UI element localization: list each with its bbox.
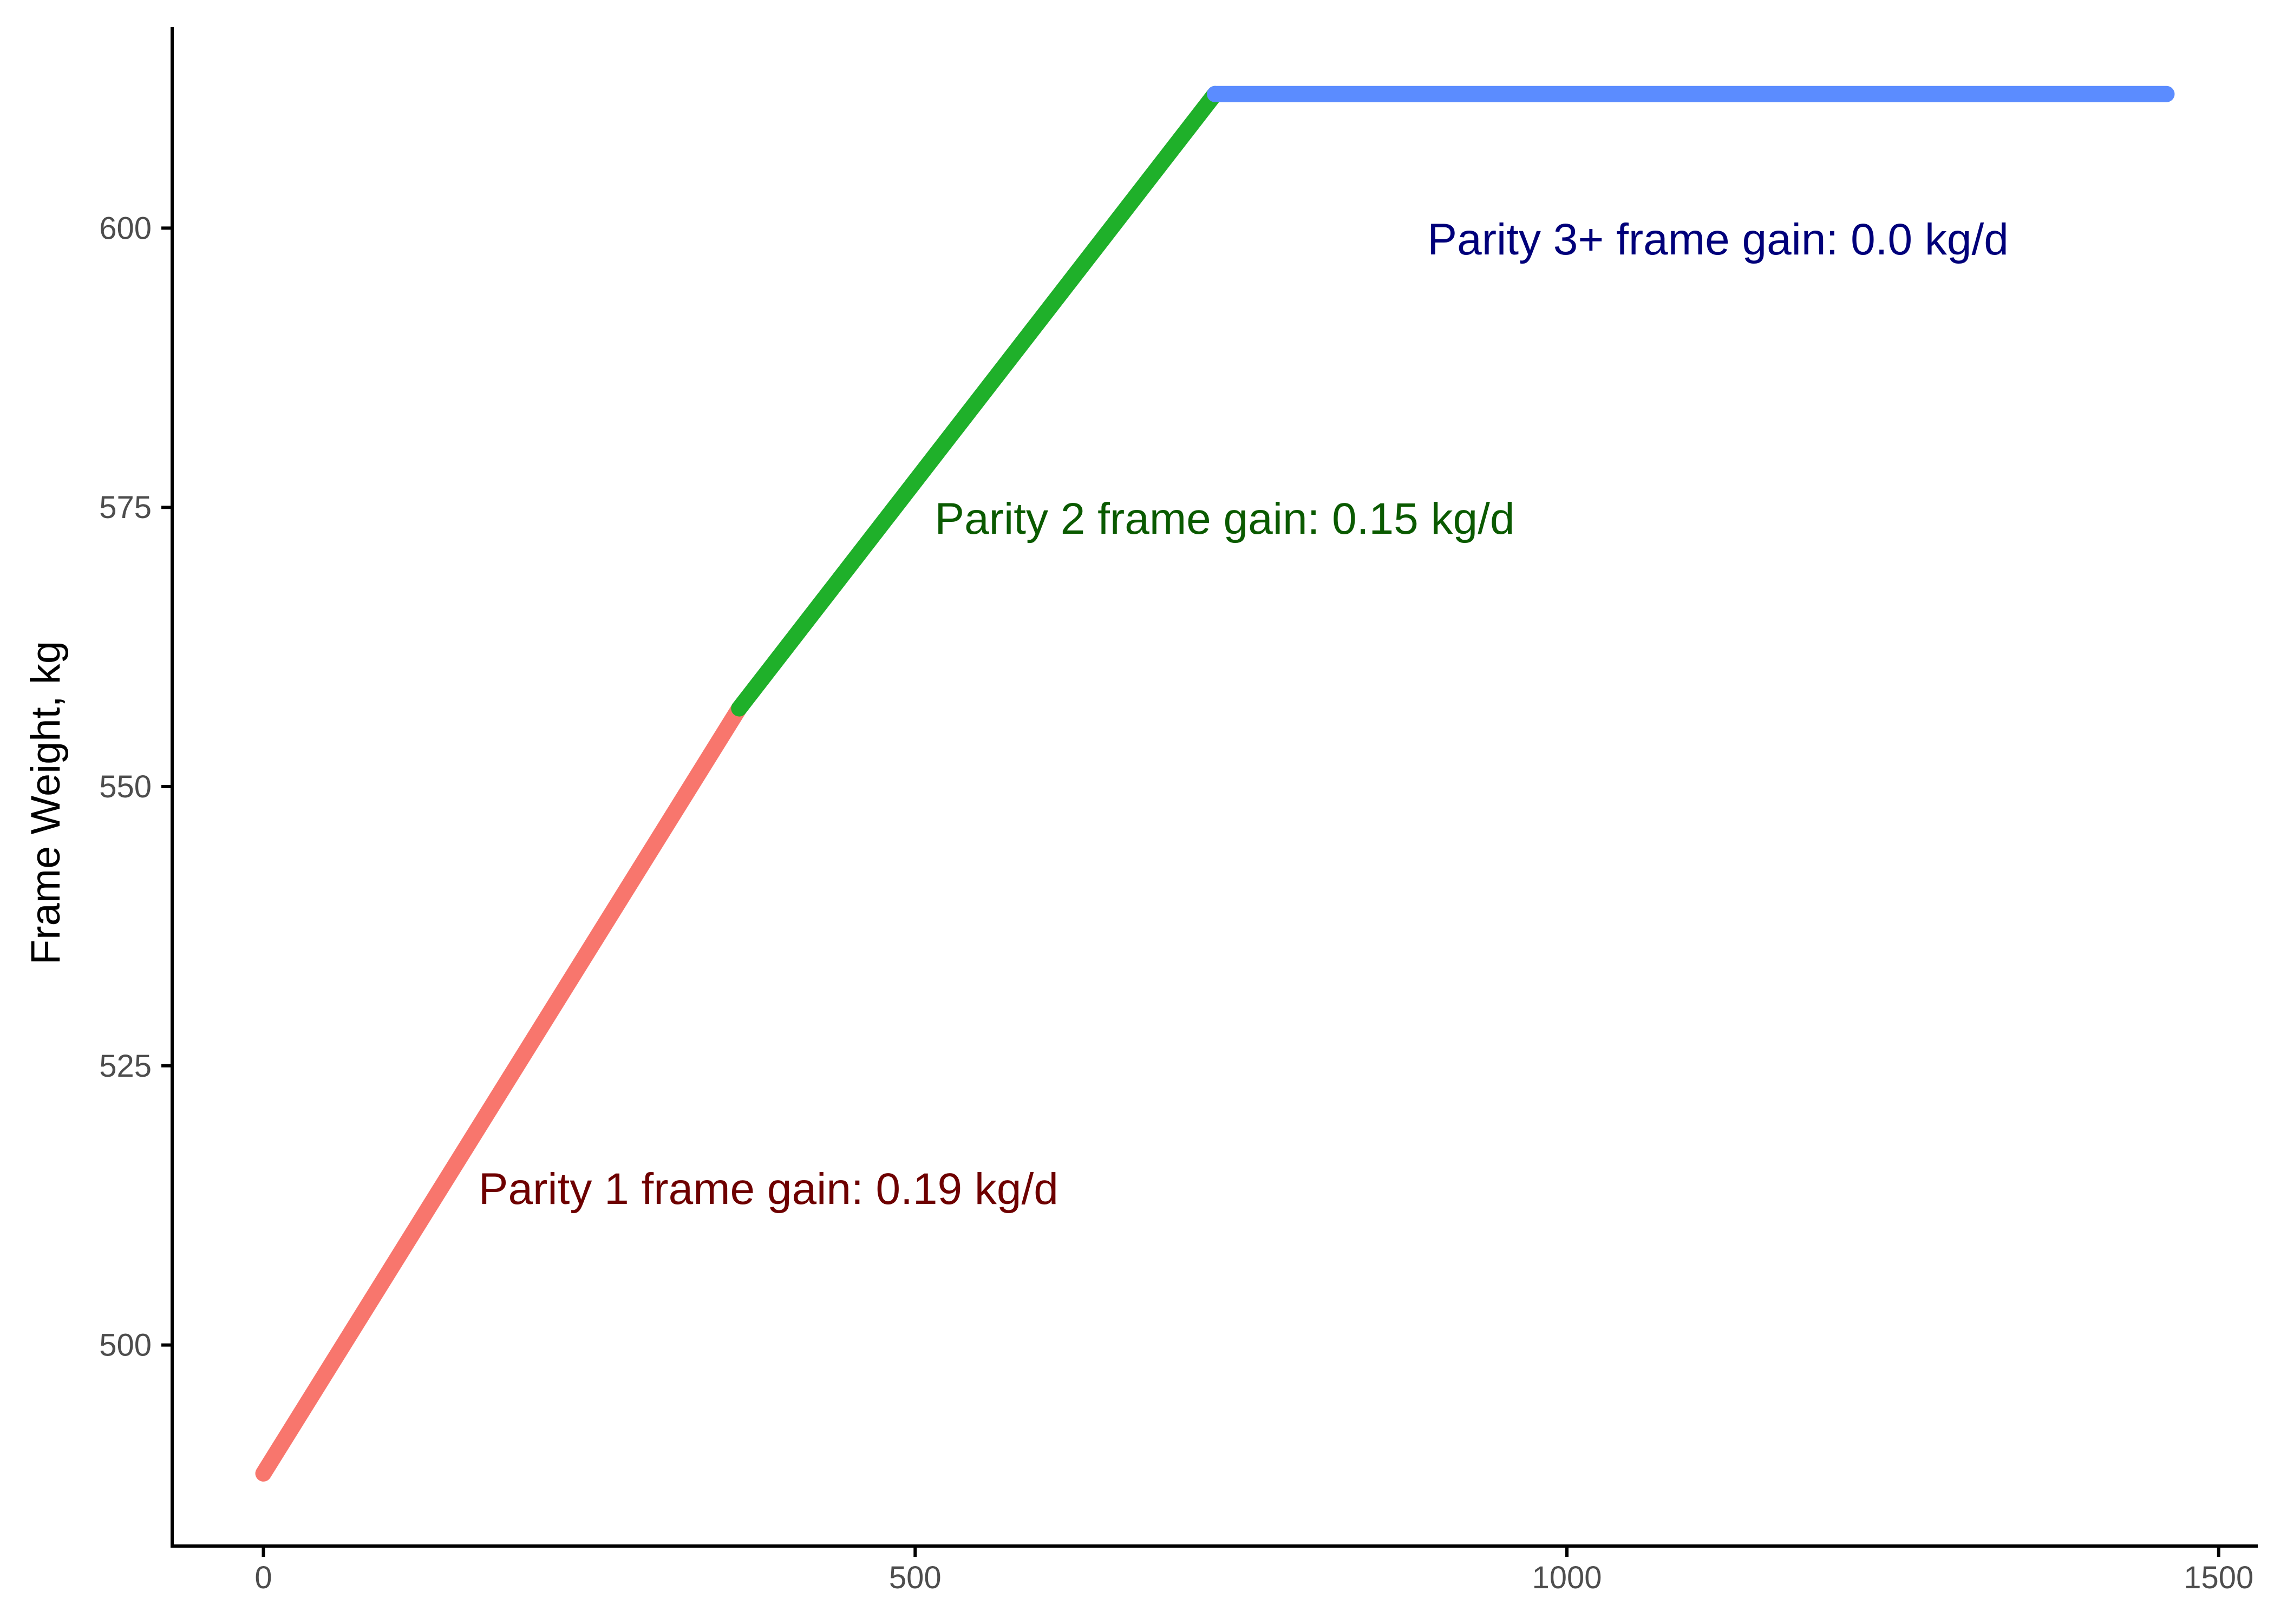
series-line-parity-2 bbox=[731, 86, 1223, 717]
annotation-parity-2: Parity 2 frame gain: 0.15 kg/d bbox=[935, 494, 1514, 543]
x-tick-label: 500 bbox=[889, 1560, 942, 1595]
x-tick-label: 0 bbox=[254, 1560, 272, 1595]
annotation-layer: Parity 1 frame gain: 0.19 kg/d Parity 2 f… bbox=[479, 215, 2009, 1214]
x-axis-ticks: 0 500 1000 1500 bbox=[254, 1546, 2253, 1595]
axis-lines bbox=[171, 27, 2258, 1548]
annotation-parity-1: Parity 1 frame gain: 0.19 kg/d bbox=[479, 1164, 1058, 1214]
annotation-parity-3: Parity 3+ frame gain: 0.0 kg/d bbox=[1427, 215, 2008, 264]
y-tick-label: 525 bbox=[99, 1049, 152, 1084]
y-tick-label: 600 bbox=[99, 211, 152, 246]
x-tick-label: 1000 bbox=[1532, 1560, 1602, 1595]
series-line-parity-1 bbox=[255, 700, 748, 1482]
series-layer bbox=[255, 86, 2175, 1482]
y-axis-title: Frame Weight, kg bbox=[23, 641, 69, 965]
y-tick-label: 550 bbox=[99, 769, 152, 804]
y-axis-ticks: 500 525 550 575 600 bbox=[99, 211, 172, 1363]
y-tick-label: 500 bbox=[99, 1328, 152, 1363]
x-tick-label: 1500 bbox=[2184, 1560, 2253, 1595]
y-tick-label: 575 bbox=[99, 490, 152, 525]
